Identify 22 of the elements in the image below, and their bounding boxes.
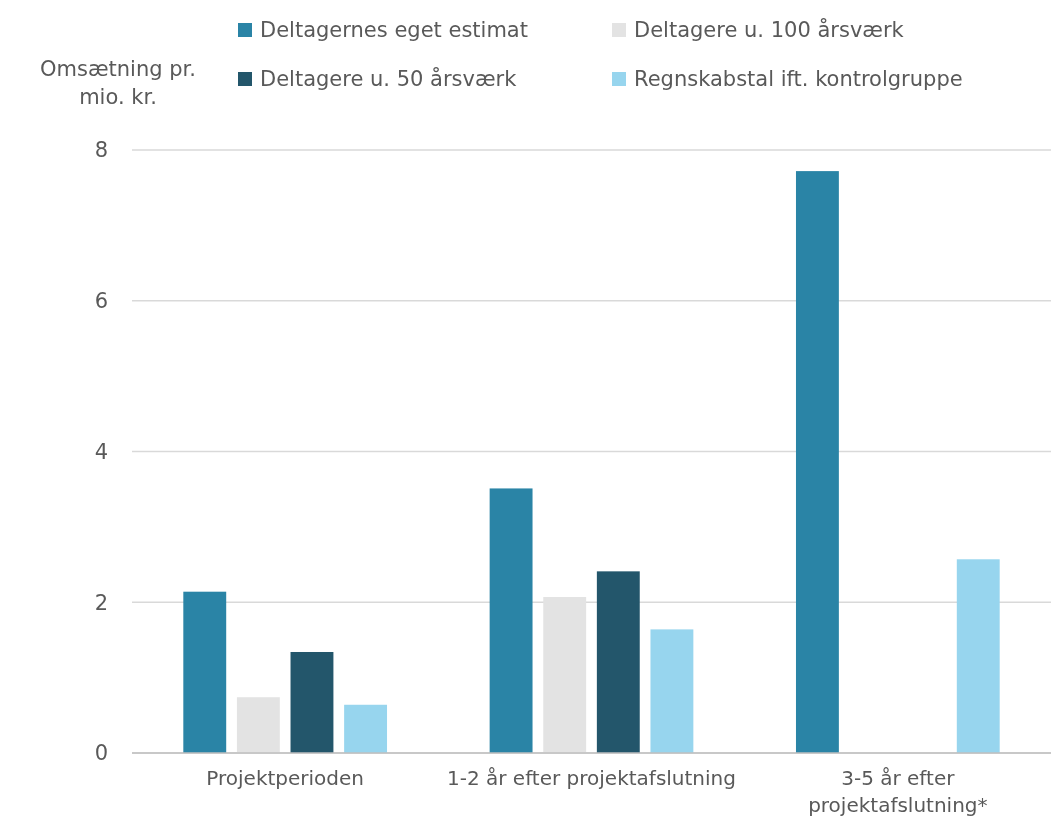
bar bbox=[236, 697, 280, 753]
y-tick-label: 4 bbox=[94, 439, 108, 464]
bar bbox=[344, 704, 388, 753]
bar bbox=[596, 571, 640, 753]
bar bbox=[795, 171, 839, 753]
y-tick-label: 8 bbox=[94, 138, 108, 163]
legend-label: Regnskabstal ift. kontrolgruppe bbox=[634, 67, 963, 92]
x-tick-label: Projektperioden bbox=[206, 766, 365, 790]
bar bbox=[489, 488, 533, 753]
legend-label: Deltagere u. 50 årsværk bbox=[260, 66, 518, 92]
y-tick-label: 2 bbox=[94, 590, 108, 615]
x-tick-label: 1-2 år efter projektafslutning bbox=[447, 766, 736, 790]
x-tick-label: 3-5 år efter projektafslutning* bbox=[808, 766, 988, 817]
bar bbox=[956, 559, 1000, 753]
legend-label: Deltagernes eget estimat bbox=[260, 18, 528, 43]
y-tick-label: 6 bbox=[94, 289, 108, 314]
bar bbox=[650, 629, 694, 753]
y-axis-title: Omsætning pr. mio. kr. bbox=[40, 57, 196, 109]
y-tick-label: 0 bbox=[94, 741, 108, 766]
bar bbox=[183, 591, 227, 753]
legend-label: Deltagere u. 100 årsværk bbox=[634, 17, 905, 43]
bar bbox=[290, 652, 334, 753]
